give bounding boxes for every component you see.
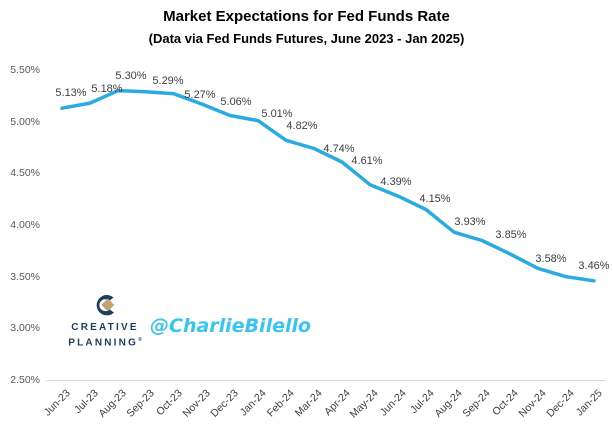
y-tick-label: 4.50% bbox=[10, 167, 40, 180]
data-label: 5.18% bbox=[91, 82, 123, 95]
data-label: 5.13% bbox=[55, 86, 87, 99]
data-label: 5.30% bbox=[115, 70, 147, 83]
data-label: 3.93% bbox=[454, 215, 486, 228]
data-label: 4.82% bbox=[286, 119, 318, 132]
logo-line2: PLANNING bbox=[68, 337, 139, 349]
data-label: 4.39% bbox=[380, 176, 412, 189]
data-label: 5.29% bbox=[152, 75, 184, 88]
data-label: 5.06% bbox=[220, 95, 252, 108]
chart-title: Market Expectations for Fed Funds Rate bbox=[163, 8, 450, 25]
y-tick-label: 2.50% bbox=[10, 374, 40, 386]
charliebilello-watermark: @CharlieBilello bbox=[150, 315, 312, 337]
creative-planning-c-icon bbox=[96, 295, 115, 316]
data-label: 4.74% bbox=[323, 143, 355, 156]
data-label: 4.61% bbox=[351, 155, 383, 168]
data-label: 3.46% bbox=[578, 260, 610, 273]
y-tick-label: 5.00% bbox=[10, 115, 40, 128]
y-tick-label: 4.00% bbox=[10, 219, 40, 231]
y-tick-label: 3.00% bbox=[10, 322, 40, 335]
data-label: 5.01% bbox=[261, 108, 293, 121]
fed-funds-expectation-line bbox=[60, 88, 596, 283]
data-label: 5.27% bbox=[184, 89, 216, 102]
data-label: 3.85% bbox=[495, 229, 527, 241]
data-label: 4.15% bbox=[419, 193, 451, 205]
registered-mark: ® bbox=[138, 337, 142, 343]
x-axis-line bbox=[46, 380, 606, 381]
chart-subtitle: (Data via Fed Funds Futures, June 2023 -… bbox=[148, 31, 465, 46]
y-tick-label: 3.50% bbox=[10, 270, 40, 283]
creative-planning-wordmark: CREATIVE PLANNING® bbox=[62, 322, 148, 349]
y-tick-label: 5.50% bbox=[10, 64, 40, 76]
creative-planning-logo: CREATIVE PLANNING® bbox=[62, 292, 148, 349]
data-label: 3.58% bbox=[535, 252, 567, 265]
logo-line1: CREATIVE bbox=[71, 322, 139, 333]
